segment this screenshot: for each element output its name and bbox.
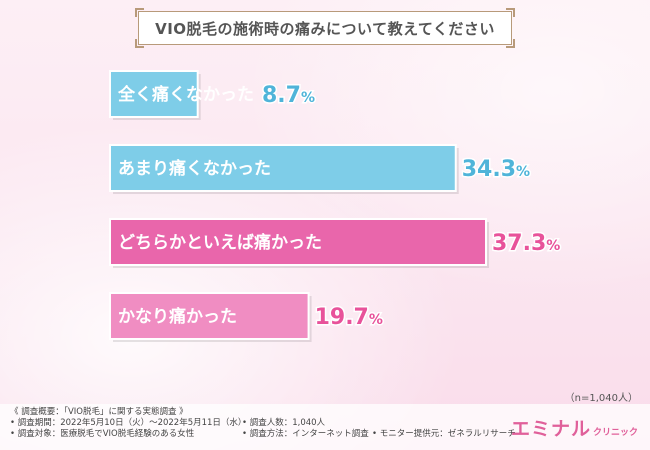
bar-category-label: あまり痛くなかった [118, 158, 271, 179]
bar-value-label: 34.3% [462, 157, 530, 182]
survey-count: • 調査人数：1,040人 [242, 418, 326, 428]
bar-value-label: 8.7% [262, 83, 315, 108]
survey-footer: 《 調査概要：「VIO脱毛」に関する実態調査 》 • 調査期間：2022年5月1… [0, 404, 650, 450]
bar [109, 144, 457, 192]
survey-period: • 調査期間：2022年5月10日（火）～2022年5月11日（水） [10, 418, 247, 428]
sample-size-label: （n=1,040人） [564, 393, 638, 404]
bar-category-label: どちらかといえば痛かった [118, 232, 322, 253]
survey-method: • 調査方法：インターネット調査 [242, 429, 369, 439]
chart-title-box: VIO脱毛の施術時の痛みについて教えてください [135, 8, 515, 48]
corner-decoration [135, 39, 144, 48]
survey-notes: 《 調査概要：「VIO脱毛」に関する実態調査 》 • 調査期間：2022年5月1… [10, 407, 516, 440]
corner-decoration [506, 8, 515, 17]
bar-chart: 全く痛くなかった 8.7% あまり痛くなかった 34.3% どちらかといえば痛かった 37… [109, 70, 562, 342]
survey-heading: 《 調査概要：「VIO脱毛」に関する実態調査 》 [10, 407, 188, 417]
bar [109, 218, 487, 266]
bar-value-label: 19.7% [315, 305, 383, 330]
brand-logo: エミナル クリニック [511, 414, 638, 441]
bar [109, 70, 199, 118]
corner-decoration [135, 8, 144, 17]
bar-value-label: 37.3% [492, 231, 560, 256]
brand-name: エミナル [510, 418, 591, 440]
corner-decoration [506, 39, 515, 48]
survey-provider: • モニター提供元：ゼネラルリサーチ [372, 429, 516, 439]
bar-category-label: かなり痛かった [118, 306, 237, 327]
bar-category-label: 全く痛くなかった [117, 84, 254, 105]
bar [109, 292, 310, 340]
survey-target: • 調査対象：医療脱毛でVIO脱毛経験のある女性 [10, 429, 195, 439]
brand-subname: クリニック [592, 428, 638, 438]
chart-title: VIO脱毛の施術時の痛みについて教えてください [155, 19, 495, 38]
